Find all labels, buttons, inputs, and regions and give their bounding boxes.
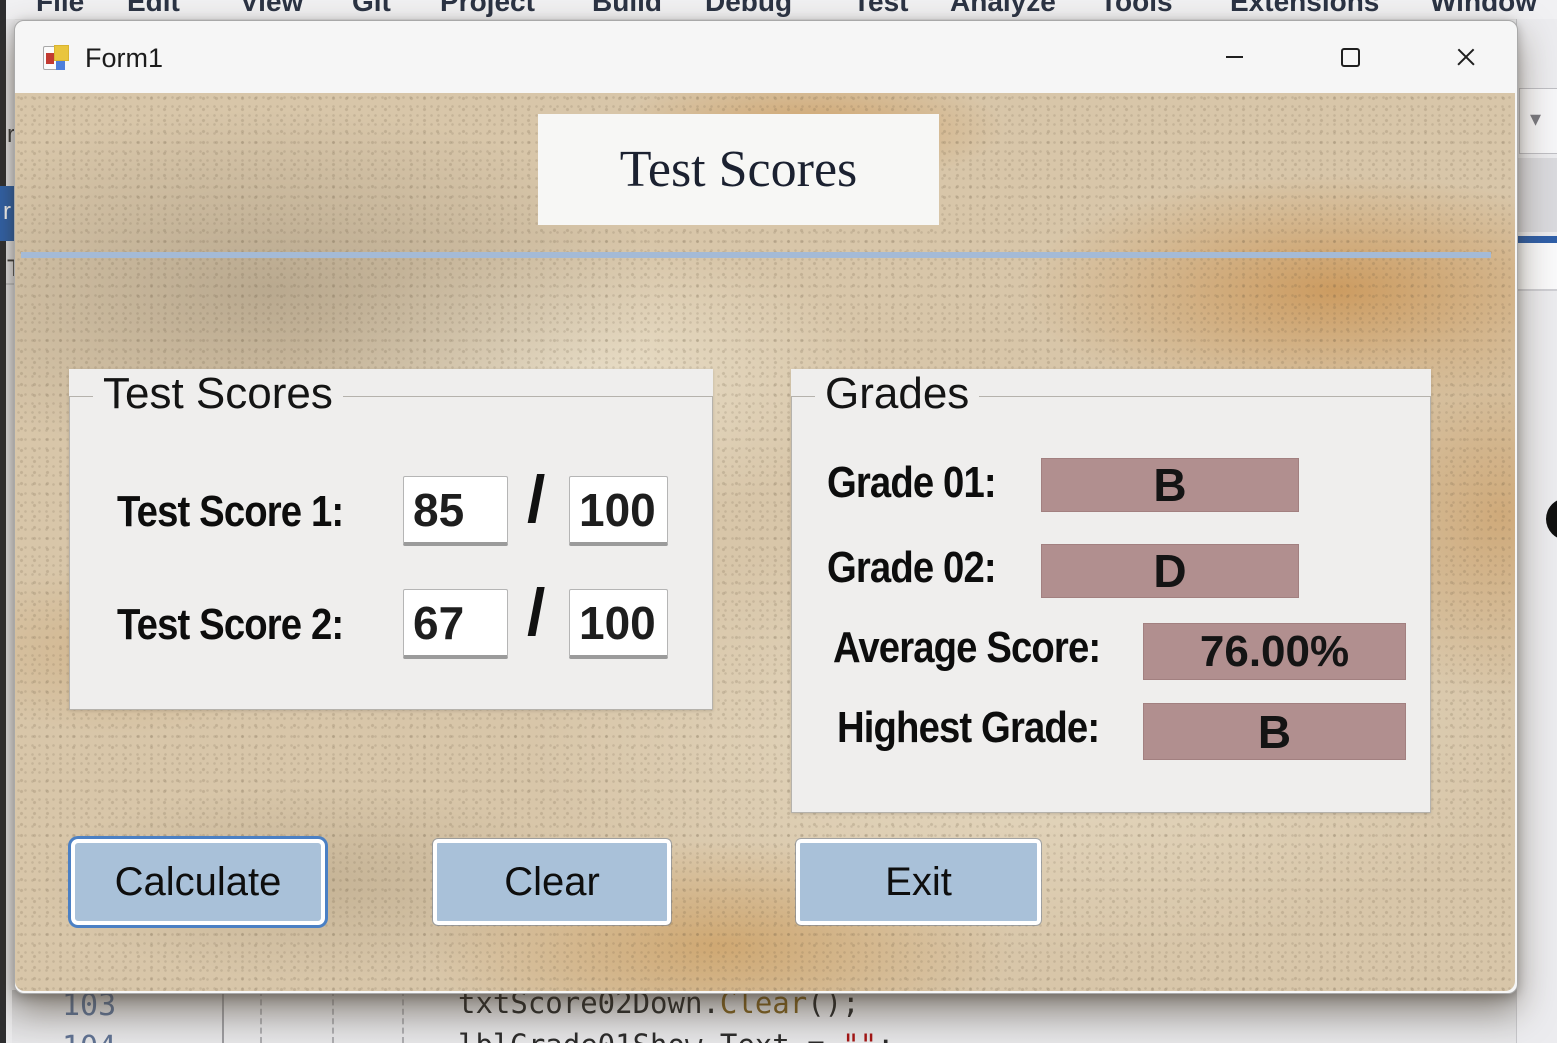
form-heading-label: Test Scores (538, 114, 939, 225)
code-ident: txtScore02Down. (458, 990, 720, 1020)
right-panel-row (1517, 243, 1557, 291)
dock-item-fragment: r (7, 121, 15, 148)
menu-build[interactable]: Build (592, 0, 662, 17)
groupbox-grades: Grades Grade 01: B Grade 02: D Average S… (791, 369, 1431, 813)
calculate-button[interactable]: Calculate (71, 839, 325, 925)
highest-grade-label: Highest Grade: (837, 703, 1100, 752)
close-icon (1456, 47, 1476, 67)
close-button[interactable] (1443, 34, 1489, 80)
test-score-2-input[interactable] (403, 589, 508, 659)
vs-left-dock: r T (6, 19, 15, 990)
dock-divider (6, 283, 15, 285)
exit-button[interactable]: Exit (796, 839, 1041, 925)
vs-menu-bar: File Edit View Git Project Build Debug T… (0, 0, 1557, 20)
dock-selected-label: r (3, 198, 11, 225)
average-score-value: 76.00% (1143, 623, 1406, 680)
menu-project[interactable]: Project (440, 0, 535, 17)
score-separator: / (527, 575, 546, 649)
code-ident: lblGrade01Show.Text = (458, 1028, 842, 1043)
grade-01-label: Grade 01: (827, 458, 997, 507)
vs-window-edge (0, 0, 6, 1043)
highest-grade-value: B (1143, 703, 1406, 760)
menu-file[interactable]: File (36, 0, 85, 17)
test-score-1-label: Test Score 1: (117, 487, 344, 536)
menu-debug[interactable]: Debug (705, 0, 793, 17)
form1-window: Form1 Test Scores Test Scores Test Score… (14, 20, 1518, 994)
code-string: "" (842, 1028, 877, 1043)
grade-01-value: B (1041, 458, 1299, 512)
grade-02-value: D (1041, 544, 1299, 598)
menu-tools[interactable]: Tools (1100, 0, 1173, 17)
code-method: Clear (719, 990, 808, 1020)
winforms-app-icon (43, 43, 71, 71)
notification-circle-icon[interactable] (1546, 498, 1557, 540)
menu-test[interactable]: Test (853, 0, 909, 17)
indent-guide (332, 990, 334, 1043)
title-bar[interactable]: Form1 (15, 21, 1517, 93)
indent-guide (402, 990, 404, 1043)
groupbox-title: Grades (815, 369, 980, 419)
score-separator: / (527, 462, 546, 536)
minimize-icon (1225, 56, 1243, 58)
editor-margin-line (222, 990, 224, 1043)
groupbox-title: Test Scores (93, 369, 343, 419)
right-panel-combobox[interactable] (1519, 88, 1557, 154)
window-title: Form1 (85, 43, 164, 73)
line-number: 103 (62, 990, 117, 1023)
groupbox-border (791, 396, 1431, 813)
clear-button[interactable]: Clear (433, 839, 671, 925)
menu-git[interactable]: Git (352, 0, 391, 17)
groupbox-border (69, 396, 713, 710)
code-punct: ; (877, 1028, 894, 1043)
test-score-2-max-input[interactable] (569, 589, 668, 659)
right-panel-block (1517, 158, 1557, 232)
dock-item-fragment: T (7, 255, 15, 282)
menu-edit[interactable]: Edit (127, 0, 180, 17)
test-score-1-max-input[interactable] (569, 476, 668, 546)
code-line: txtScore02Down.Clear(); (458, 990, 860, 1020)
menu-extensions[interactable]: Extensions (1230, 0, 1380, 17)
test-score-2-label: Test Score 2: (117, 600, 344, 649)
code-line: lblGrade01Show.Text = ""; (458, 1028, 895, 1043)
groupbox-test-scores: Test Scores Test Score 1: / Test Score 2… (69, 369, 713, 710)
line-number: 104 (62, 1030, 116, 1043)
indent-guide (260, 990, 262, 1043)
average-score-label: Average Score: (833, 623, 1101, 672)
accent-divider-line (21, 252, 1491, 258)
chevron-down-icon[interactable]: ▾ (1530, 106, 1542, 131)
minimize-button[interactable] (1211, 34, 1257, 80)
code-editor[interactable]: 103 104 txtScore02Down.Clear(); lblGrade… (12, 990, 1516, 1043)
maximize-icon (1340, 47, 1360, 67)
code-punct: (); (807, 990, 860, 1020)
test-score-1-input[interactable] (403, 476, 508, 546)
right-panel-accent-line (1517, 236, 1557, 243)
maximize-button[interactable] (1327, 34, 1373, 80)
form-client-area: Test Scores Test Scores Test Score 1: / … (15, 93, 1515, 991)
menu-view[interactable]: View (240, 0, 304, 17)
menu-window[interactable]: Window (1430, 0, 1538, 17)
menu-analyze[interactable]: Analyze (950, 0, 1056, 17)
grade-02-label: Grade 02: (827, 543, 997, 592)
dock-selected-item[interactable]: r (0, 186, 14, 241)
